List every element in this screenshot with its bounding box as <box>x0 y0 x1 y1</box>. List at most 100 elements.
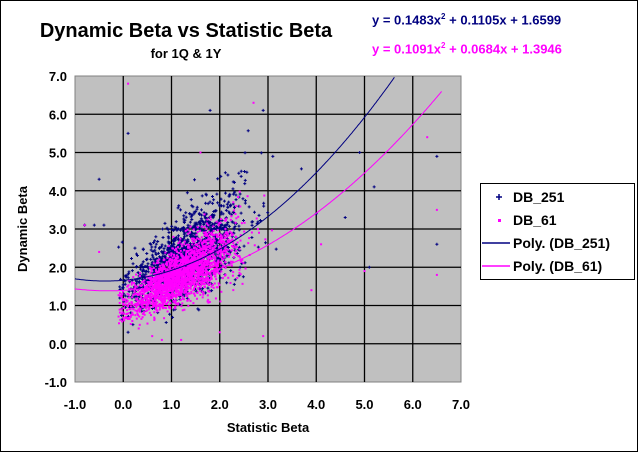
point-db-61 <box>199 247 202 250</box>
point-db-251 <box>134 282 138 286</box>
point-db-251 <box>125 273 129 277</box>
point-db-61 <box>230 215 233 218</box>
point-db-61 <box>232 201 235 204</box>
point-db-61 <box>187 271 190 274</box>
point-db-61 <box>178 259 181 262</box>
point-db-61 <box>218 331 221 334</box>
point-db-61 <box>190 292 193 295</box>
point-db-61 <box>204 282 207 285</box>
point-db-61 <box>196 261 199 264</box>
point-db-61 <box>219 250 222 253</box>
legend-label: DB_61 <box>513 212 557 228</box>
point-db-61 <box>179 293 182 296</box>
point-db-251 <box>218 257 222 261</box>
point-db-61 <box>191 258 194 261</box>
point-db-61 <box>181 275 184 278</box>
point-db-61 <box>176 259 179 262</box>
point-db-61 <box>122 303 125 306</box>
point-db-251 <box>218 218 222 222</box>
point-db-61 <box>180 278 183 281</box>
point-db-61 <box>141 299 144 302</box>
point-db-61 <box>183 308 186 311</box>
point-db-61 <box>209 232 212 235</box>
point-db-61 <box>120 308 123 311</box>
point-db-61 <box>206 266 209 269</box>
point-db-61 <box>165 294 168 297</box>
point-db-61 <box>169 294 172 297</box>
point-db-61 <box>206 245 209 248</box>
point-db-61 <box>171 256 174 259</box>
point-db-61 <box>121 320 124 323</box>
point-db-61 <box>193 284 196 287</box>
point-db-61 <box>130 314 133 317</box>
point-db-61 <box>239 256 242 259</box>
point-db-61 <box>148 295 151 298</box>
point-db-61 <box>165 285 168 288</box>
point-db-61 <box>232 256 235 259</box>
point-db-251 <box>247 205 251 209</box>
equation-db61-part1: y = 0.1091x <box>372 41 442 57</box>
point-db-251 <box>127 272 131 276</box>
point-db-61 <box>262 335 265 338</box>
point-db-61 <box>156 301 159 304</box>
point-db-251 <box>227 194 231 198</box>
point-db-251 <box>166 240 170 244</box>
point-db-61 <box>201 248 204 251</box>
point-db-61 <box>181 245 184 248</box>
point-db-61 <box>193 266 196 269</box>
point-db-61 <box>202 262 205 265</box>
point-db-61 <box>191 260 194 263</box>
point-db-61 <box>149 296 152 299</box>
y-tick-label: 6.0 <box>49 107 67 122</box>
point-db-61 <box>201 276 204 279</box>
chart-title: Dynamic Beta vs Statistic Beta <box>39 20 333 42</box>
point-db-61 <box>174 256 177 259</box>
point-db-61 <box>194 281 197 284</box>
point-db-251 <box>156 239 160 243</box>
point-db-61 <box>192 267 195 270</box>
point-db-61 <box>206 248 209 251</box>
point-db-61 <box>208 300 211 303</box>
y-axis-label: Dynamic Beta <box>15 185 30 272</box>
point-db-61 <box>190 280 193 283</box>
point-db-251 <box>194 223 198 227</box>
point-db-61 <box>202 246 205 249</box>
point-db-61 <box>134 303 137 306</box>
point-db-61 <box>164 251 167 254</box>
point-db-61 <box>238 190 241 193</box>
equation-db251-part2: + 0.1105x + 1.6599 <box>445 12 562 28</box>
point-db-61 <box>127 296 130 299</box>
point-db-61 <box>211 265 214 268</box>
point-db-61 <box>143 285 146 288</box>
point-db-61 <box>135 297 138 300</box>
point-db-251 <box>231 180 235 184</box>
point-db-251 <box>185 234 189 238</box>
point-db-251 <box>154 251 158 255</box>
point-db-251 <box>150 253 154 257</box>
point-db-61 <box>181 295 184 298</box>
point-db-61 <box>193 250 196 253</box>
point-db-61 <box>157 267 160 270</box>
point-db-61 <box>173 261 176 264</box>
point-db-61 <box>201 274 204 277</box>
point-db-61 <box>186 228 189 231</box>
point-db-61 <box>213 260 216 263</box>
point-db-251 <box>192 212 196 216</box>
point-db-61 <box>190 274 193 277</box>
point-db-251 <box>131 289 135 293</box>
point-db-61 <box>201 264 204 267</box>
point-db-61 <box>170 260 173 263</box>
point-db-61 <box>158 289 161 292</box>
point-db-61 <box>205 263 208 266</box>
point-db-61 <box>186 299 189 302</box>
point-db-61 <box>189 284 192 287</box>
point-db-61 <box>180 266 183 269</box>
point-db-61 <box>185 255 188 258</box>
point-db-251 <box>183 231 187 235</box>
point-db-61 <box>164 303 167 306</box>
point-db-61 <box>195 285 198 288</box>
point-db-61 <box>215 235 218 238</box>
point-db-61 <box>191 250 194 253</box>
point-db-61 <box>199 151 202 154</box>
point-db-61 <box>148 292 151 295</box>
